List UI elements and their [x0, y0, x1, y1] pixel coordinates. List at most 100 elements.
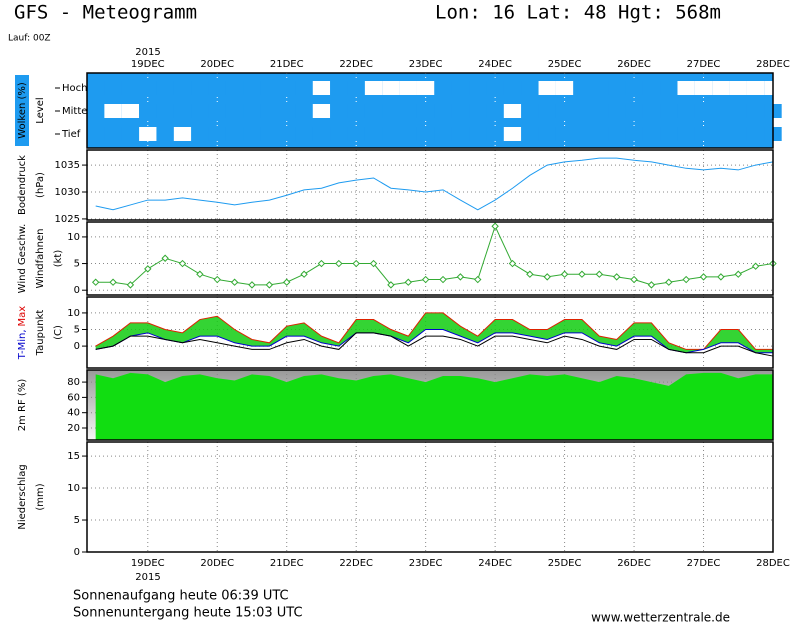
x-tick-label-top: 28DEC: [756, 59, 790, 70]
y-axis-label: Wind Geschw.: [17, 224, 28, 294]
cloud-cell: [677, 104, 695, 118]
humidity-area: [95, 372, 774, 440]
y-tick-label: 40: [67, 408, 80, 419]
y-tick-label: 0: [74, 285, 80, 296]
cloud-cell: [104, 127, 122, 141]
cloud-cell: [121, 127, 140, 141]
panel-frame: [86, 149, 774, 221]
cloud-cell: [364, 127, 383, 141]
cloud-level-label: Tief: [61, 129, 81, 140]
y-tick-label: 10: [67, 308, 80, 319]
y-axis-label: (mm): [35, 483, 46, 510]
wind-marker: [248, 281, 256, 289]
cloud-cell: [104, 81, 122, 95]
x-tick-label-top: 20DEC: [200, 59, 234, 70]
data-line: [95, 329, 773, 354]
cloud-cell: [625, 127, 643, 141]
x-tick-label-top: 23DEC: [409, 59, 443, 70]
cloud-cell: [243, 81, 261, 95]
cloud-cell: [416, 127, 435, 141]
wind-marker: [283, 278, 291, 286]
wind-marker: [230, 278, 239, 286]
wind-marker: [751, 262, 760, 270]
sunrise: Sonnenaufgang heute 06:39 UTC: [73, 589, 289, 604]
cloud-cell: [538, 104, 556, 118]
cloud-cell: [451, 104, 470, 118]
cloud-cell: [191, 81, 209, 95]
temperature-band: [95, 312, 774, 353]
y-axis-label: (C): [53, 325, 64, 340]
cloud-cell: [694, 127, 713, 141]
panel-frame: [86, 296, 774, 369]
x-tick-label-top: 19DEC: [131, 59, 165, 70]
cloud-cell: [590, 81, 609, 95]
cloud-cell: [642, 104, 661, 118]
y-axis-label: Windfahnen: [35, 229, 46, 289]
cloud-cell: [364, 104, 383, 118]
wind-marker: [734, 270, 742, 278]
cloud-level-label: Mittel: [62, 106, 90, 117]
cloud-cell: [486, 127, 504, 141]
x-tick-label-top: 27DEC: [687, 59, 721, 70]
y-tick-label: 10: [67, 483, 80, 494]
cloud-cell: [590, 127, 609, 141]
year-top: 2015: [135, 47, 160, 58]
wind-marker: [126, 281, 135, 289]
wind-marker: [404, 278, 412, 286]
cloud-cell: [660, 104, 678, 118]
location: Lon: 16 Lat: 48 Hgt: 568m: [435, 2, 721, 24]
cloud-cell: [555, 81, 574, 95]
data-line: [95, 332, 774, 357]
cloud-cell: [347, 127, 365, 141]
cloud-cell: [608, 81, 626, 95]
data-line: [95, 224, 774, 286]
cloud-cell: [573, 81, 591, 95]
cloud-cell: [156, 104, 174, 118]
cloud-cell: [121, 104, 140, 118]
cloud-level-label: Hoch: [62, 83, 87, 94]
wind-marker: [665, 278, 673, 286]
y-axis-label: (hPa): [35, 172, 46, 198]
y-axis-label: Bodendruck: [17, 155, 28, 215]
cloud-cell: [677, 81, 695, 95]
cloud-cell: [729, 127, 747, 141]
cloud-cell: [642, 127, 661, 141]
panel-frame: [86, 221, 774, 296]
wind-marker: [213, 275, 221, 284]
x-tick-label-top: 26DEC: [617, 59, 651, 70]
cloud-cell: [225, 81, 244, 95]
y-tick-label: 20: [67, 423, 80, 434]
cloud-cell: [538, 81, 556, 95]
cloud-cell: [521, 81, 539, 95]
cloud-cell: [677, 127, 695, 141]
cloud-cell: [451, 127, 470, 141]
wind-marker: [526, 270, 534, 278]
cloud-cell: [87, 127, 105, 141]
cloud-cell: [243, 127, 261, 141]
y-tick-label: 0: [74, 341, 80, 352]
x-tick-label-bottom: 22DEC: [339, 558, 373, 569]
cloud-cell: [660, 127, 678, 141]
year-bottom: 2015: [135, 572, 160, 583]
run: Lauf: 00Z: [8, 34, 51, 44]
cloud-cell: [399, 104, 417, 118]
wind-marker: [439, 275, 447, 284]
x-tick-label-top: 21DEC: [270, 59, 304, 70]
cloud-cell: [451, 81, 470, 95]
y-tick-label: 5: [74, 325, 80, 336]
cloud-cell: [521, 127, 539, 141]
y-axis-label: 2m RF (%): [17, 379, 28, 432]
cloud-cell: [139, 127, 157, 141]
cloud-cell: [278, 81, 296, 95]
wind-marker: [717, 273, 725, 281]
cloud-cell: [694, 81, 713, 95]
wind-marker: [578, 270, 586, 278]
y-tick-label: 1030: [55, 187, 80, 198]
cloud-cell: [191, 127, 209, 141]
cloud-cell: [312, 81, 331, 95]
wind-marker: [178, 259, 187, 268]
cloud-cell: [503, 127, 522, 141]
cloud-cell: [382, 104, 400, 118]
y-axis-label: Level: [35, 97, 46, 123]
wind-marker: [543, 273, 551, 281]
